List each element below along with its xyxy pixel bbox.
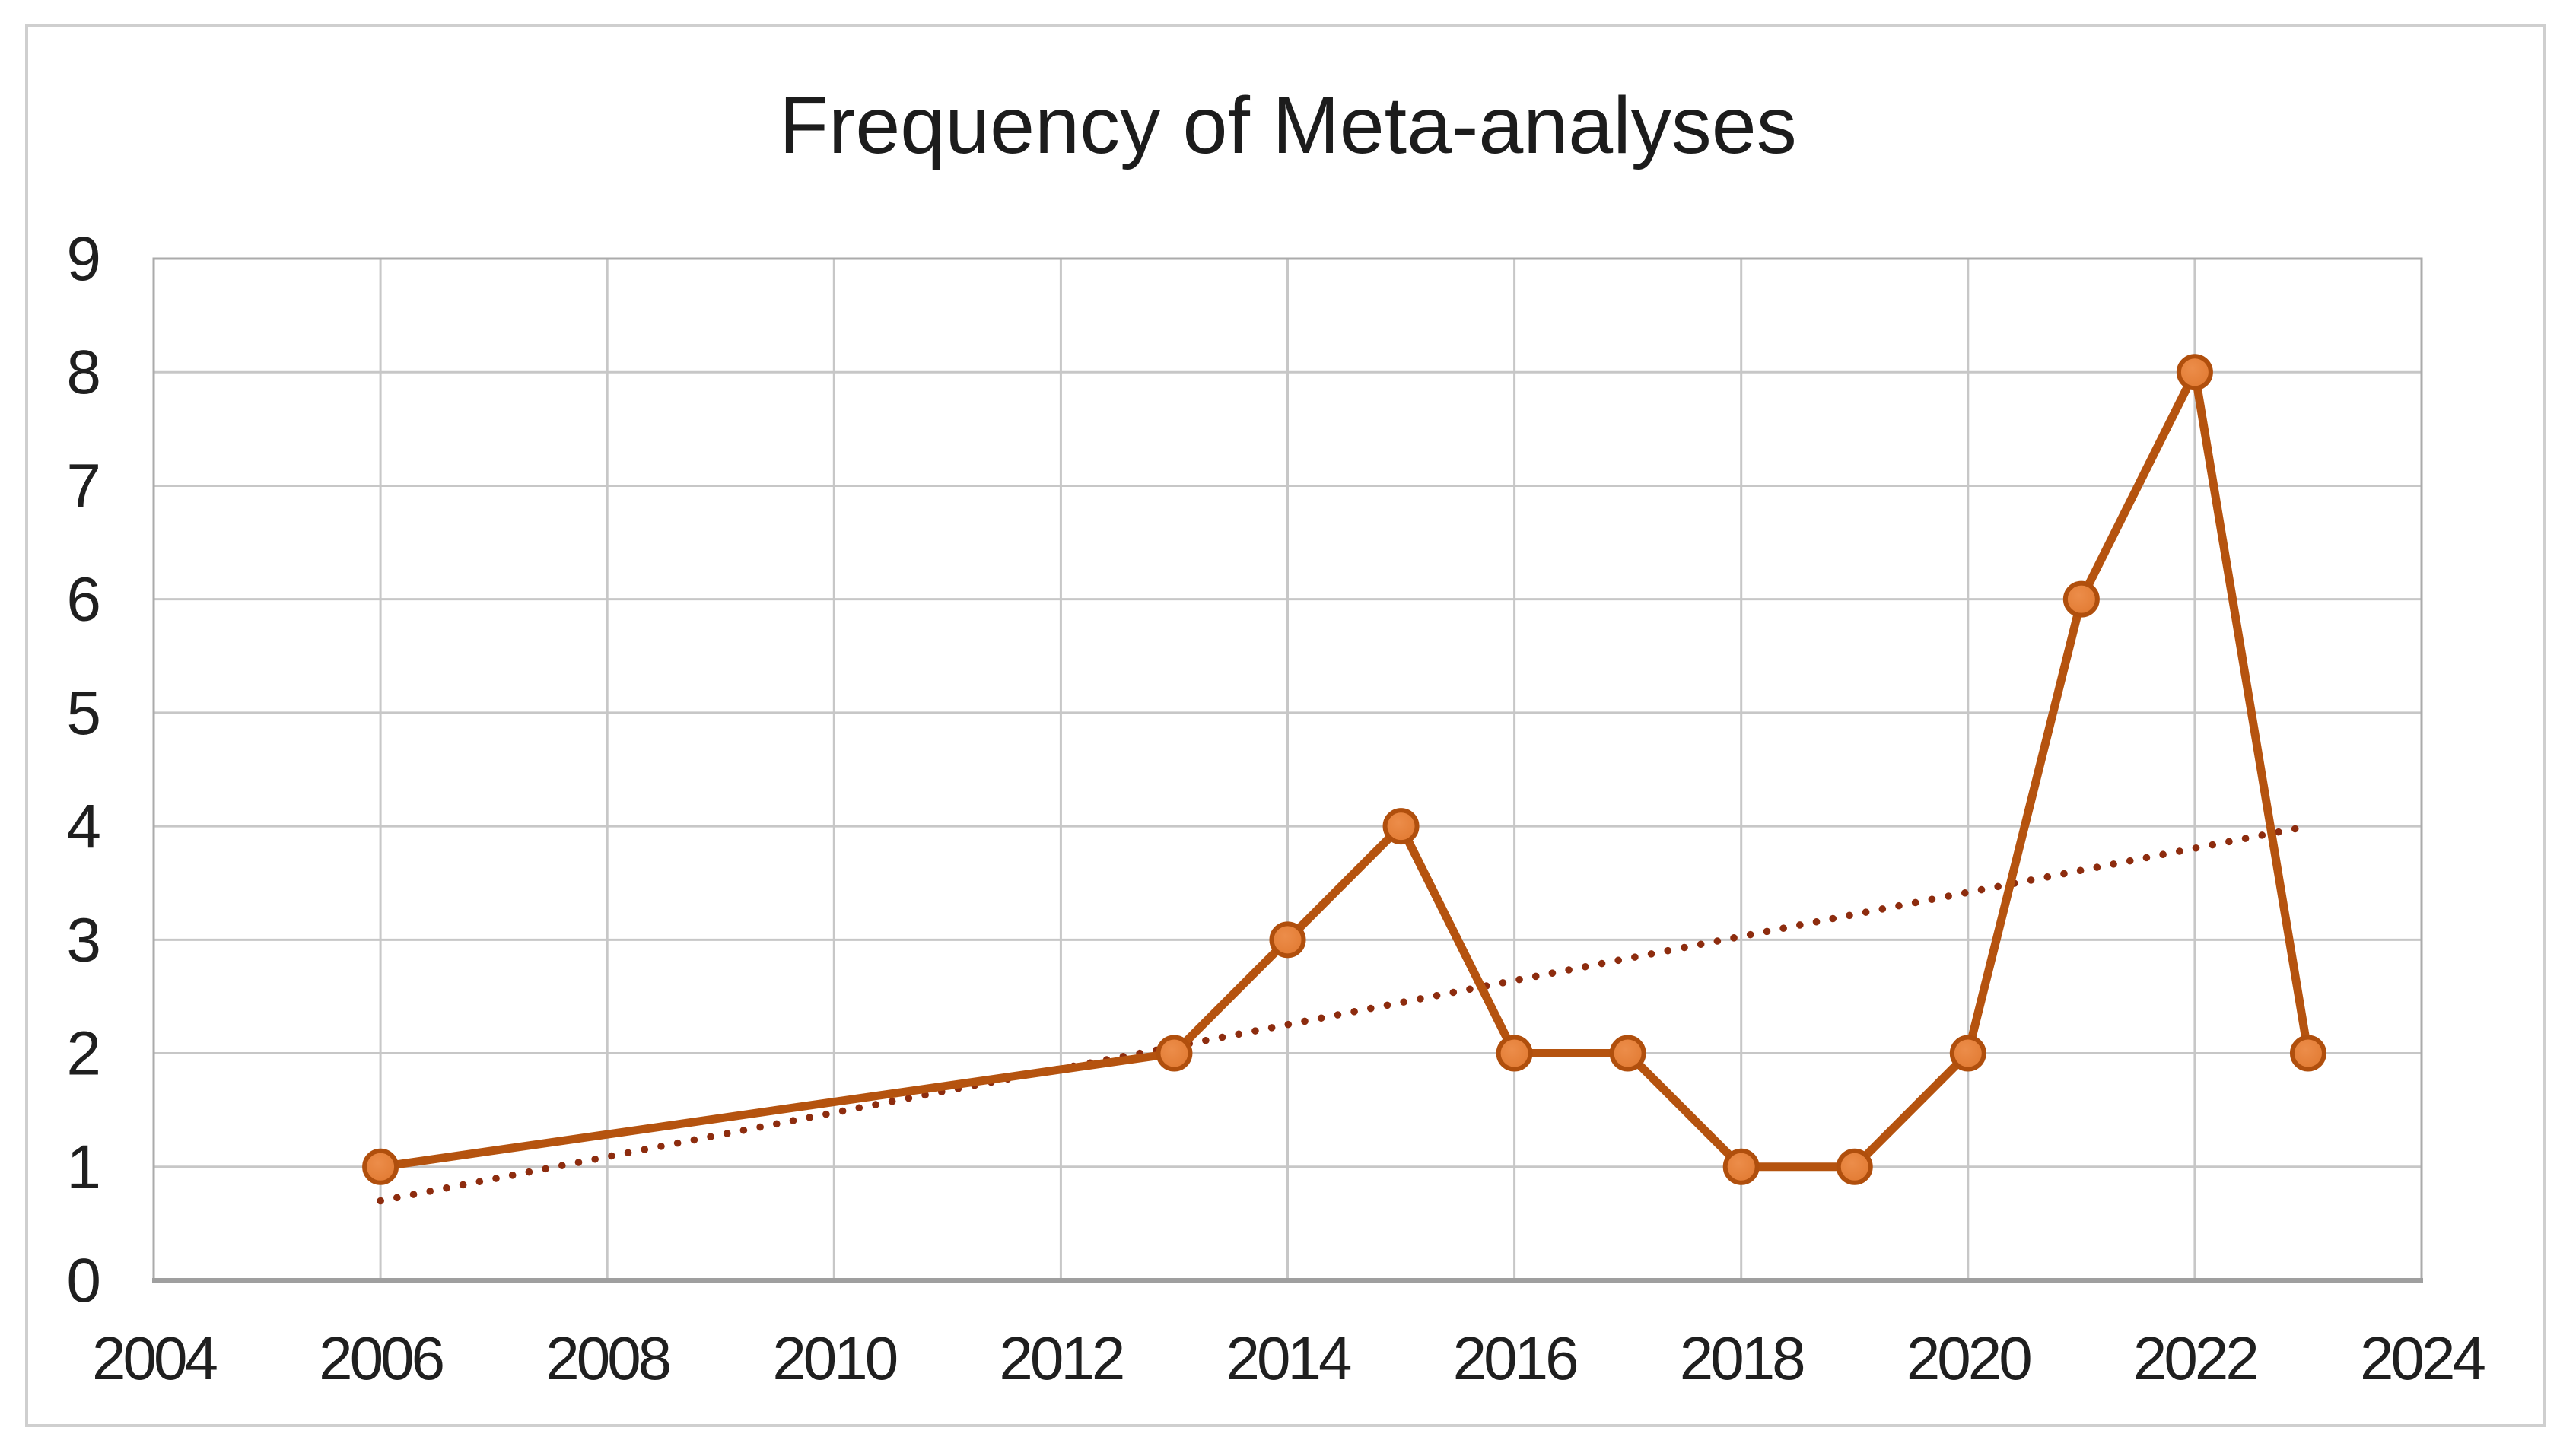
- x-axis-tick-label: 2006: [319, 1324, 442, 1392]
- y-axis-tick-label: 8: [66, 338, 101, 407]
- x-axis-labels: 2004 2006 2008 2010 2012 2014 2016 2018 2020 2022…: [92, 1324, 2488, 1392]
- data-point-marker: [1269, 921, 1306, 959]
- y-axis-tick-label: 4: [66, 792, 101, 861]
- y-axis-tick-label: 3: [66, 905, 101, 974]
- x-axis-tick-label: 2016: [1453, 1324, 1576, 1392]
- y-axis-tick-label: 2: [66, 1019, 101, 1089]
- x-axis-tick-label: 2020: [1907, 1324, 2031, 1392]
- x-axis-tick-label: 2004: [92, 1324, 217, 1392]
- x-axis-tick-label: 2008: [545, 1324, 669, 1392]
- y-axis-tick-label: 6: [66, 565, 101, 634]
- y-axis-tick-label: 5: [66, 679, 101, 748]
- y-axis-tick-label: 7: [66, 451, 101, 520]
- x-axis-tick-label: 2012: [999, 1324, 1122, 1392]
- chart-title: Frequency of Meta-analyses: [779, 81, 1797, 170]
- data-point-markers: [362, 354, 2326, 1185]
- y-axis-tick-label: 0: [66, 1246, 101, 1315]
- data-point-marker: [1722, 1148, 1760, 1185]
- x-axis-tick-label: 2014: [1226, 1324, 1351, 1392]
- y-axis-tick-label: 1: [66, 1133, 101, 1202]
- y-axis-tick-label: 9: [66, 224, 101, 294]
- data-point-marker: [1836, 1148, 1873, 1185]
- data-point-marker: [1949, 1035, 1986, 1072]
- data-point-marker: [2176, 354, 2213, 391]
- data-point-marker: [2062, 580, 2100, 618]
- x-axis-tick-label: 2022: [2133, 1324, 2256, 1392]
- data-point-marker: [1382, 808, 1420, 845]
- y-axis-labels: 0 1 2 3 4 5 6 7 8 9: [66, 224, 101, 1315]
- x-axis-tick-label: 2018: [1680, 1324, 1804, 1392]
- data-point-marker: [1496, 1035, 1533, 1072]
- gridlines: [152, 257, 2423, 1282]
- data-point-marker: [1609, 1035, 1646, 1072]
- data-point-marker: [2289, 1035, 2326, 1072]
- x-axis-tick-label: 2010: [772, 1324, 896, 1392]
- frequency-series-line: [376, 367, 2313, 1172]
- x-axis-tick-label: 2024: [2360, 1324, 2485, 1392]
- data-point-marker: [362, 1148, 399, 1185]
- data-point-marker: [1156, 1035, 1193, 1072]
